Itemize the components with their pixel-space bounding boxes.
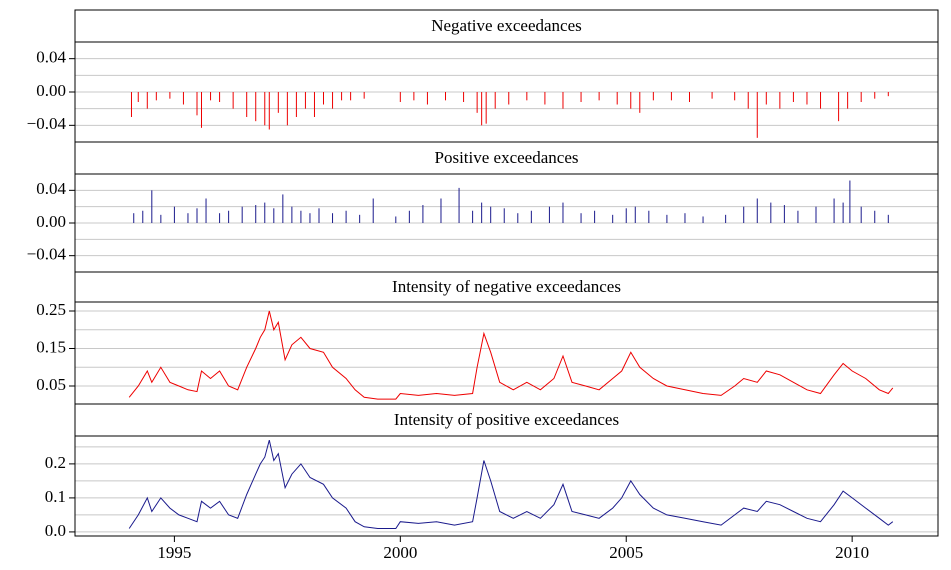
y-tick-label: 0.0	[45, 521, 66, 540]
y-tick-label: 0.25	[36, 300, 66, 319]
y-tick-label: 0.00	[36, 212, 66, 231]
y-tick-label: 0.00	[36, 81, 66, 100]
panel-title: Positive exceedances	[435, 148, 579, 167]
strip	[74, 271, 939, 303]
line	[128, 439, 894, 529]
y-tick-label: 0.2	[45, 453, 66, 472]
panel-frame	[74, 435, 939, 537]
y-tick-label: −0.04	[27, 114, 67, 133]
strip	[74, 403, 939, 437]
x-tick-label: 1995	[157, 543, 191, 562]
y-tick-label: 0.05	[36, 375, 66, 394]
y-tick-label: 0.04	[36, 48, 66, 67]
panel-title: Intensity of positive exceedances	[394, 410, 619, 429]
panel-title: Negative exceedances	[431, 16, 582, 35]
strip	[74, 9, 939, 43]
y-tick-label: 0.15	[36, 337, 66, 356]
panel-frame	[74, 301, 939, 405]
x-tick-label: 2010	[835, 543, 869, 562]
y-tick-label: 0.1	[45, 487, 66, 506]
line	[128, 310, 894, 400]
y-tick-label: 0.04	[36, 179, 66, 198]
y-tick-label: −0.04	[27, 245, 67, 264]
x-tick-label: 2005	[609, 543, 643, 562]
panel-title: Intensity of negative exceedances	[392, 277, 621, 296]
x-tick-label: 2000	[383, 543, 417, 562]
